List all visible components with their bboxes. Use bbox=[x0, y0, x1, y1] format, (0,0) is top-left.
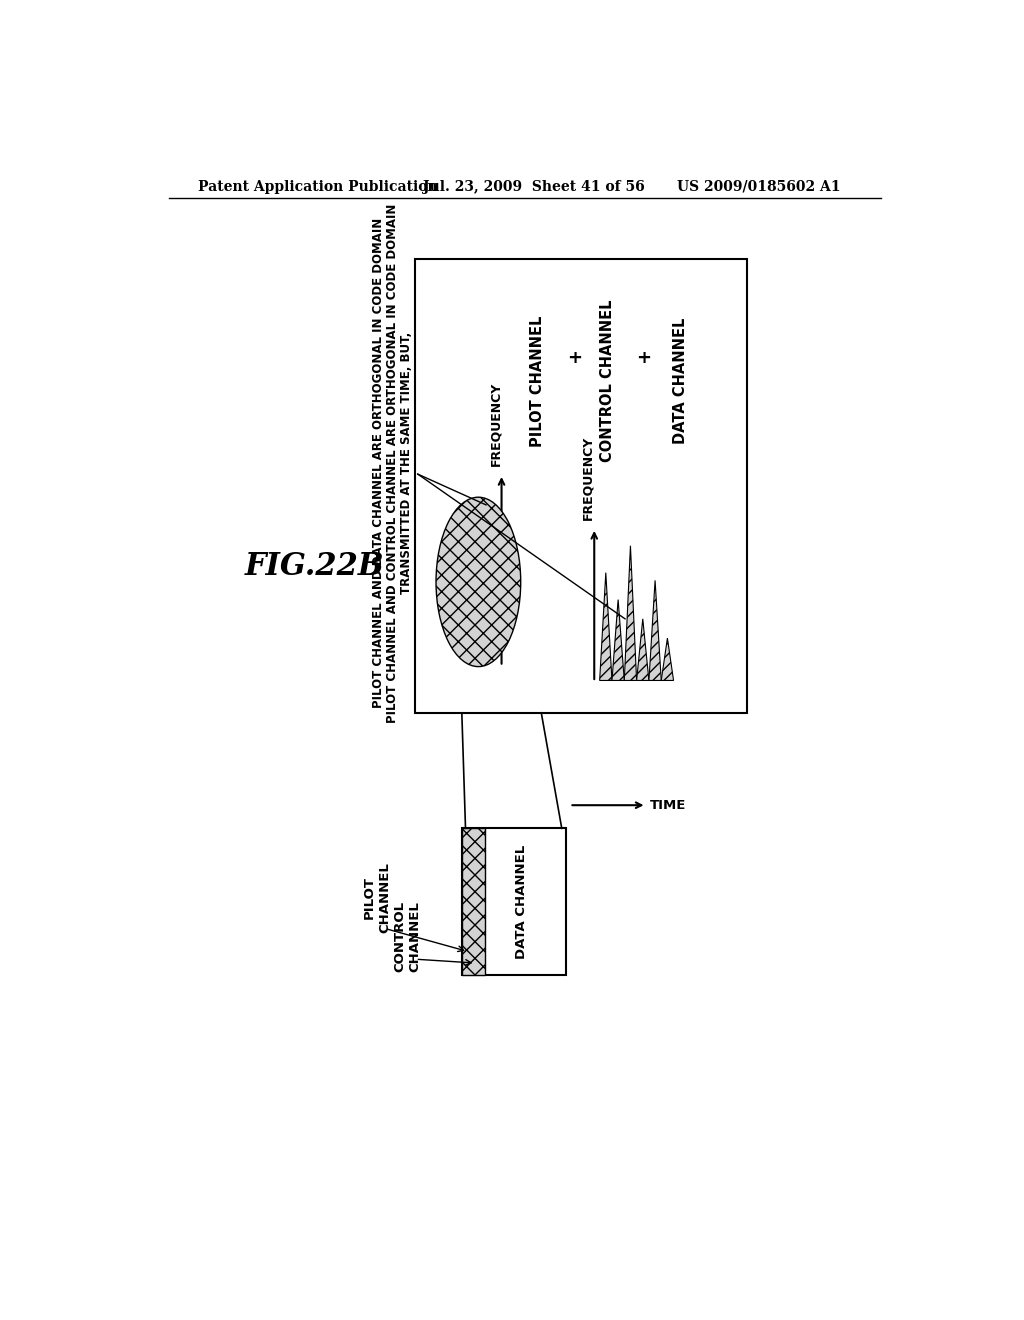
Text: CONTROL
CHANNEL: CONTROL CHANNEL bbox=[394, 900, 422, 972]
Text: DATA CHANNEL: DATA CHANNEL bbox=[515, 845, 527, 958]
Text: DATA CHANNEL: DATA CHANNEL bbox=[673, 318, 688, 445]
Text: FIG.22B: FIG.22B bbox=[245, 550, 384, 582]
Text: +: + bbox=[637, 348, 651, 367]
Text: FREQUENCY: FREQUENCY bbox=[582, 436, 595, 520]
Text: FREQUENCY: FREQUENCY bbox=[488, 383, 502, 466]
Bar bbox=[462, 829, 565, 974]
Polygon shape bbox=[625, 545, 637, 681]
Polygon shape bbox=[662, 638, 674, 681]
Text: TRANSMITTED AT THE SAME TIME, BUT,: TRANSMITTED AT THE SAME TIME, BUT, bbox=[399, 331, 413, 594]
Polygon shape bbox=[612, 599, 625, 681]
Ellipse shape bbox=[436, 498, 521, 667]
Bar bbox=[416, 259, 746, 713]
Polygon shape bbox=[600, 573, 612, 681]
Text: PILOT CHANNEL AND CONTROL CHANNEL ARE ORTHOGONAL IN CODE DOMAIN: PILOT CHANNEL AND CONTROL CHANNEL ARE OR… bbox=[386, 203, 399, 722]
Text: PILOT CHANNEL AND DATA CHANNEL ARE ORTHOGONAL IN CODE DOMAIN: PILOT CHANNEL AND DATA CHANNEL ARE ORTHO… bbox=[372, 218, 385, 708]
Text: CONTROL CHANNEL: CONTROL CHANNEL bbox=[600, 300, 615, 462]
Text: TIME: TIME bbox=[650, 799, 687, 812]
Bar bbox=[462, 829, 484, 974]
Polygon shape bbox=[637, 619, 649, 681]
Polygon shape bbox=[649, 581, 662, 681]
Text: Jul. 23, 2009  Sheet 41 of 56: Jul. 23, 2009 Sheet 41 of 56 bbox=[423, 180, 645, 194]
Text: PILOT
CHANNEL: PILOT CHANNEL bbox=[362, 862, 391, 933]
Text: PILOT CHANNEL: PILOT CHANNEL bbox=[530, 315, 546, 447]
Text: Patent Application Publication: Patent Application Publication bbox=[198, 180, 437, 194]
Text: +: + bbox=[567, 348, 582, 367]
Text: US 2009/0185602 A1: US 2009/0185602 A1 bbox=[677, 180, 841, 194]
